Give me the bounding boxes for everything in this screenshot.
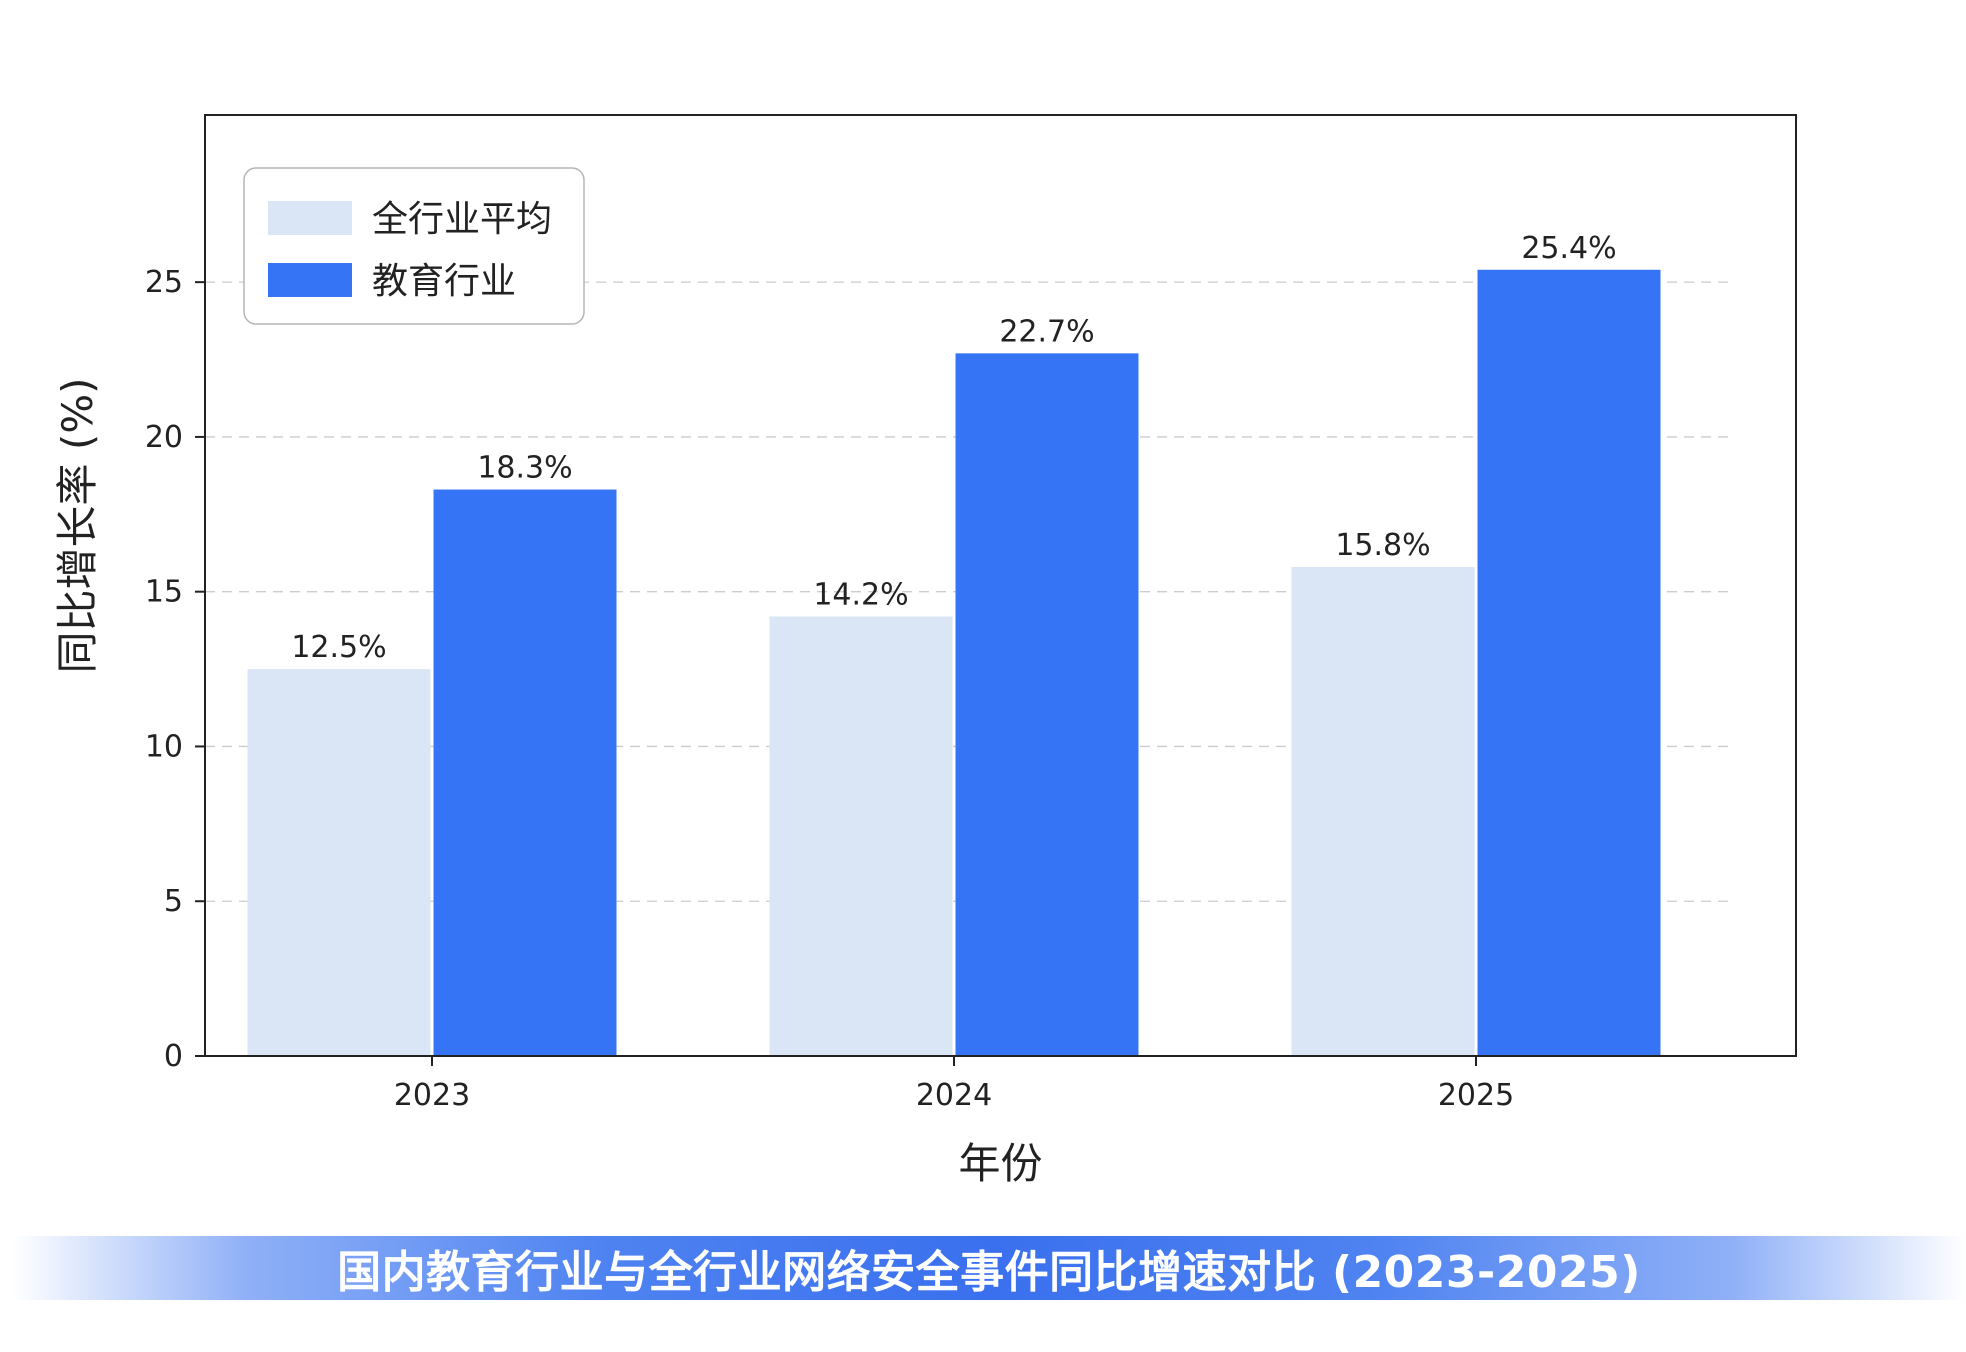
data-label: 25.4% xyxy=(1521,231,1616,266)
data-label: 12.5% xyxy=(291,630,386,665)
bar-industry-average-2023 xyxy=(247,669,431,1056)
bar-education-2023 xyxy=(433,489,617,1057)
x-tick-label: 2024 xyxy=(916,1078,992,1113)
title-banner: 国内教育行业与全行业网络安全事件同比增速对比 (2023-2025) xyxy=(12,1236,1966,1300)
legend-label-industry-average: 全行业平均 xyxy=(372,199,552,240)
y-tick-label: 25 xyxy=(145,265,183,300)
legend-swatch-education xyxy=(268,263,352,297)
x-tick-label: 2025 xyxy=(1438,1078,1514,1113)
bar-industry-average-2024 xyxy=(769,616,953,1056)
chart-title: 国内教育行业与全行业网络安全事件同比增速对比 (2023-2025) xyxy=(337,1247,1641,1298)
legend-swatch-industry-average xyxy=(268,201,352,235)
y-tick-label: 15 xyxy=(145,575,183,610)
data-label: 15.8% xyxy=(1335,528,1430,563)
plot-frame xyxy=(204,114,1797,1057)
x-tick-label: 2023 xyxy=(394,1078,470,1113)
y-axis-title: 同比增长率 (%) xyxy=(53,377,102,673)
legend: 全行业平均 教育行业 xyxy=(243,167,585,325)
legend-label-education: 教育行业 xyxy=(372,261,516,302)
x-axis: 2023 2024 2025 xyxy=(394,1056,1514,1113)
data-label: 22.7% xyxy=(999,314,1094,349)
y-tick-label: 20 xyxy=(145,420,183,455)
y-tick-label: 10 xyxy=(145,729,183,764)
bar-education-2024 xyxy=(955,353,1139,1056)
y-axis: 0 5 10 15 20 25 xyxy=(145,265,205,1074)
data-label: 14.2% xyxy=(813,577,908,612)
data-label: 18.3% xyxy=(477,451,572,486)
y-tick-label: 0 xyxy=(164,1039,183,1074)
bar-industry-average-2025 xyxy=(1291,566,1475,1056)
x-axis-title: 年份 xyxy=(958,1139,1042,1188)
y-tick-label: 5 xyxy=(164,884,183,919)
data-labels: 12.5% 18.3% 14.2% 22.7% 15.8% 25.4% xyxy=(291,231,1616,665)
bar-education-2025 xyxy=(1477,269,1661,1056)
bars xyxy=(247,269,1661,1057)
